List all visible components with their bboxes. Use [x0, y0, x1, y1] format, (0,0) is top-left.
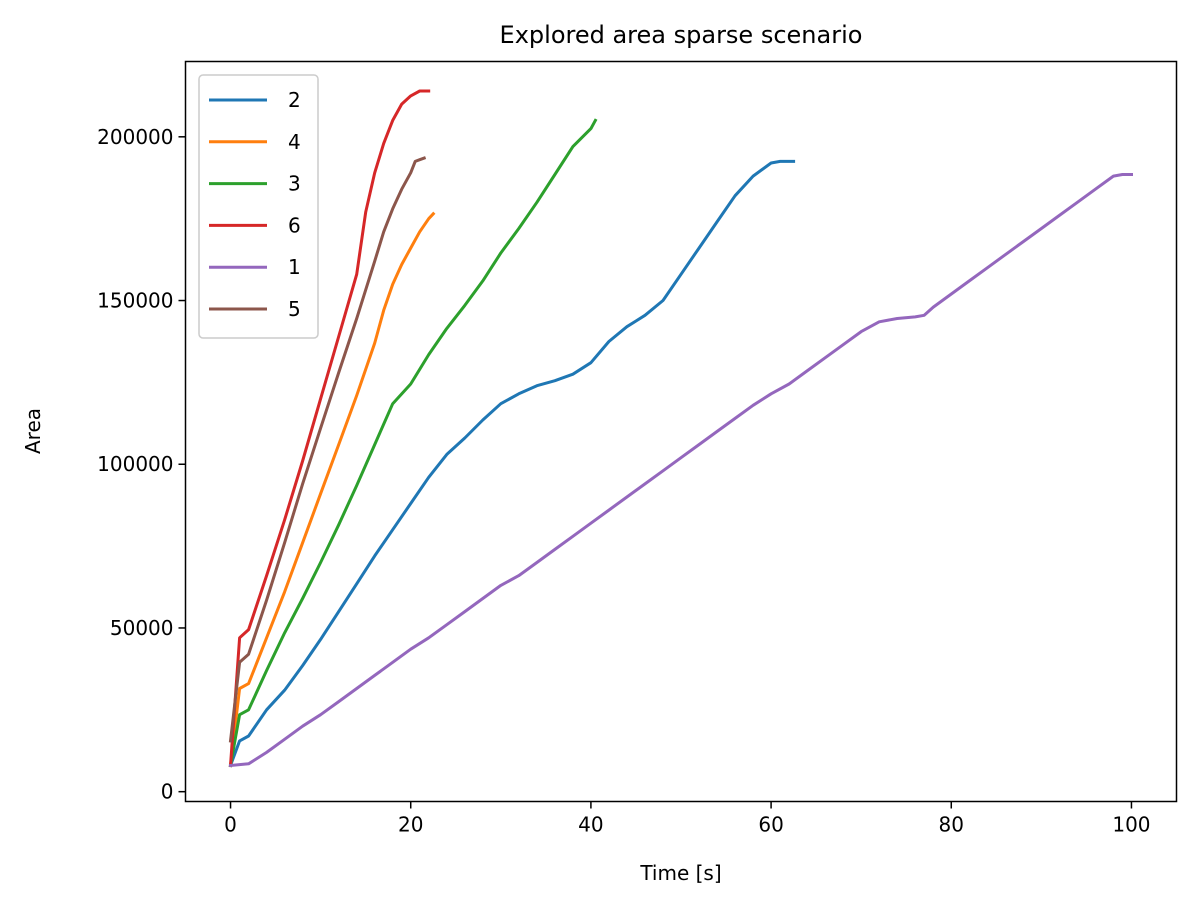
series-line-3: [228, 118, 598, 768]
series-line-5: [228, 156, 427, 743]
x-tick-label: 60: [758, 813, 783, 837]
x-axis: 0 20 40 60 80 100: [224, 801, 1151, 837]
legend-label-1: 1: [288, 255, 301, 279]
legend-label-3: 3: [288, 172, 301, 196]
x-tick-label: 100: [1112, 813, 1150, 837]
legend-label-6: 6: [288, 213, 301, 237]
plot-frame: [184, 60, 1178, 803]
y-tick-label: 100000: [97, 452, 173, 476]
x-axis-label: Time [s]: [639, 861, 721, 885]
y-tick-label: 200000: [97, 125, 173, 149]
series-line-2: [228, 159, 796, 768]
series-line-6: [228, 89, 431, 768]
x-tick-label: 0: [224, 813, 237, 837]
series-line-1: [228, 173, 1133, 768]
x-tick-label: 20: [398, 813, 423, 837]
x-tick-label: 40: [578, 813, 603, 837]
y-axis-label: Area: [21, 408, 45, 454]
x-tick-label: 80: [939, 813, 964, 837]
y-tick-label: 150000: [97, 289, 173, 313]
y-tick-label: 50000: [110, 616, 174, 640]
legend-label-5: 5: [288, 297, 301, 321]
legend-label-4: 4: [288, 130, 301, 154]
y-axis: 0 50000 100000 150000 200000: [97, 125, 186, 804]
chart-title: Explored area sparse scenario: [500, 21, 863, 49]
legend-label-2: 2: [288, 88, 301, 112]
plot-area: [228, 89, 1133, 768]
series-line-4: [228, 211, 436, 768]
legend: 2 4 3 6 1 5: [198, 74, 319, 339]
y-tick-label: 0: [161, 780, 174, 804]
